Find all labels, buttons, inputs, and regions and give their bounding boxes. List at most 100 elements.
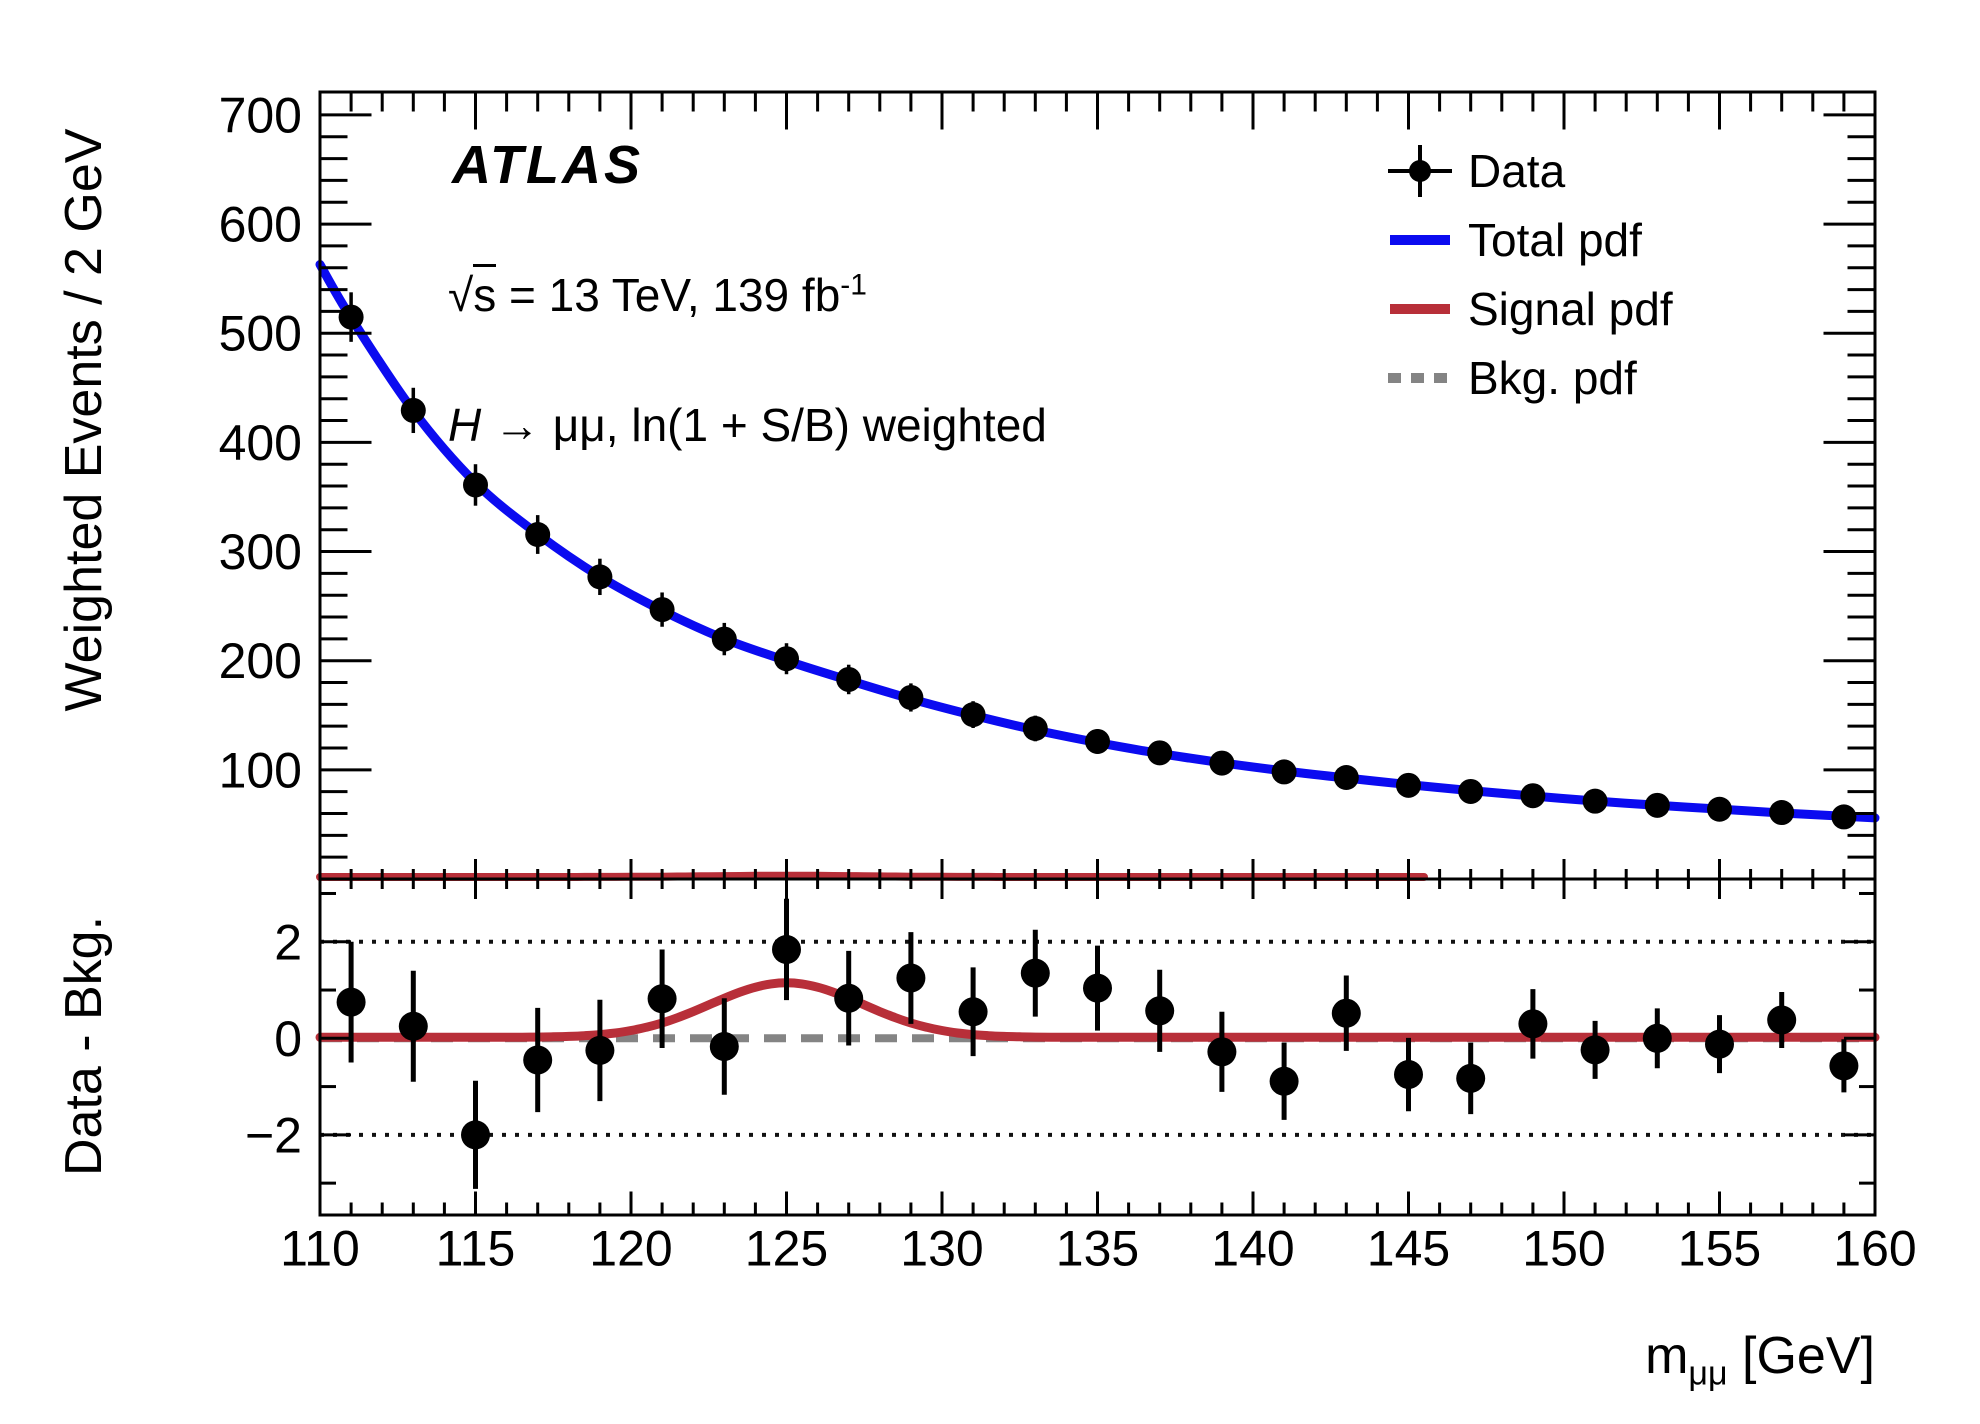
data-point-top [1271, 759, 1297, 785]
residual-data-point [1207, 1037, 1237, 1067]
x-tick-label: 155 [1678, 1221, 1761, 1277]
y-axis-title-bottom: Data - Bkg. [55, 915, 113, 1177]
data-point-top [338, 304, 364, 330]
sqrt-argument: s [473, 264, 497, 321]
data-point-top [1085, 728, 1110, 754]
y-axis-title-top: Weighted Events / 2 GeV [55, 128, 113, 712]
x-title-symbol: m [1645, 1327, 1689, 1385]
legend: Data Total pdf Signal pdf [1388, 136, 1673, 412]
residual-data-point [1705, 1029, 1734, 1059]
y-tick-label-top: 600 [219, 197, 302, 253]
residual-data-point [1331, 998, 1361, 1028]
x-title-unit: [GeV] [1727, 1327, 1875, 1385]
y-tick-label-top: 200 [219, 633, 302, 689]
legend-label-total-pdf: Total pdf [1468, 213, 1642, 266]
data-point-top [463, 472, 488, 498]
data-point-top [1831, 804, 1857, 830]
residual-data-point [1020, 958, 1050, 988]
residual-data-point [772, 934, 801, 964]
x-tick-label: 150 [1522, 1221, 1605, 1277]
y-tick-label-bottom: −2 [245, 1107, 302, 1163]
legend-label-signal-pdf: Signal pdf [1468, 282, 1673, 335]
x-axis-title: mμμ [GeV] [1645, 1326, 1875, 1393]
data-point-top [1396, 772, 1421, 798]
residual-data-point [896, 963, 926, 993]
x-tick-label: 160 [1833, 1221, 1916, 1277]
data-point-top [587, 564, 613, 590]
process-text: → μμ, ln(1 + S/B) weighted [481, 399, 1047, 451]
y-tick-label-top: 400 [219, 415, 302, 471]
signal-pdf-curve-bottom [315, 978, 1880, 1042]
data-point-top [400, 397, 426, 423]
residual-data-point [1642, 1023, 1672, 1053]
x-tick-label: 120 [589, 1221, 672, 1277]
y-tick-label-top: 700 [219, 87, 302, 143]
residual-data-point [1829, 1051, 1859, 1081]
y-tick-label-top: 500 [219, 306, 302, 362]
process-label: H → μμ, ln(1 + S/B) weighted [448, 398, 1047, 452]
data-point-top [1458, 778, 1484, 804]
residual-data-point [1518, 1009, 1548, 1039]
residual-data-point [958, 997, 988, 1027]
bkg-pdf-dashed-line-icon [1388, 372, 1452, 384]
y-tick-label-top: 100 [219, 742, 302, 798]
y-tick-label-bottom: 0 [274, 1011, 302, 1067]
data-marker-icon [1388, 143, 1452, 199]
x-tick-label: 140 [1211, 1221, 1294, 1277]
residual-data-point [1269, 1066, 1299, 1096]
data-point-top [1520, 783, 1546, 809]
bottom-panel-frame [318, 877, 1877, 1217]
higgs-symbol: H [448, 399, 482, 451]
data-point-top [1769, 800, 1795, 826]
x-tick-label: 145 [1367, 1221, 1450, 1277]
y-tick-label-bottom: 2 [274, 914, 302, 970]
energy-luminosity-label: √s = 13 TeV, 139 fb-1 [448, 264, 867, 322]
data-point-top [774, 646, 799, 672]
legend-label-bkg-pdf: Bkg. pdf [1468, 351, 1637, 404]
data-point-top [1582, 788, 1608, 814]
total-pdf-line-icon [1388, 234, 1452, 246]
residual-data-point [336, 987, 366, 1017]
data-point-top [1147, 740, 1173, 766]
residual-data-point [398, 1011, 428, 1041]
legend-item-total-pdf: Total pdf [1388, 205, 1673, 274]
energy-text: = 13 TeV, 139 fb [496, 269, 841, 321]
residual-data-point [1580, 1035, 1610, 1065]
data-point-top [649, 597, 675, 623]
data-point-top [898, 684, 924, 710]
residual-data-point [834, 983, 864, 1013]
data-point-top [711, 626, 737, 652]
data-point-top [1209, 750, 1235, 776]
sqrt-symbol: √ [448, 269, 474, 321]
residual-data-point [1456, 1063, 1486, 1093]
x-tick-label: 115 [436, 1221, 516, 1277]
y-tick-label-top: 300 [219, 524, 302, 580]
residual-data-point [709, 1032, 739, 1062]
x-tick-label: 125 [745, 1221, 828, 1277]
x-tick-label: 110 [280, 1221, 360, 1277]
residual-data-point [585, 1035, 615, 1065]
residual-data-point [1767, 1005, 1797, 1035]
residual-data-point [523, 1045, 553, 1075]
data-point-top [960, 702, 986, 728]
data-point-top [1644, 792, 1670, 818]
x-tick-label: 130 [900, 1221, 983, 1277]
luminosity-exponent: -1 [840, 268, 867, 302]
signal-pdf-curve-top [316, 871, 1428, 882]
legend-label-data: Data [1468, 144, 1566, 197]
signal-pdf-line-icon [1388, 303, 1452, 315]
residual-data-point [1145, 996, 1175, 1026]
legend-item-data: Data [1388, 136, 1673, 205]
legend-item-signal-pdf: Signal pdf [1388, 274, 1673, 343]
x-tick-label: 135 [1056, 1221, 1139, 1277]
residual-data-point [647, 984, 677, 1014]
data-point-top [525, 522, 551, 548]
experiment-label: ATLAS [452, 135, 643, 195]
x-title-subscript: μμ [1688, 1354, 1728, 1393]
data-point-top [836, 666, 862, 692]
data-point-top [1707, 796, 1732, 822]
residual-data-point [1083, 973, 1112, 1003]
data-point-top [1022, 715, 1048, 741]
